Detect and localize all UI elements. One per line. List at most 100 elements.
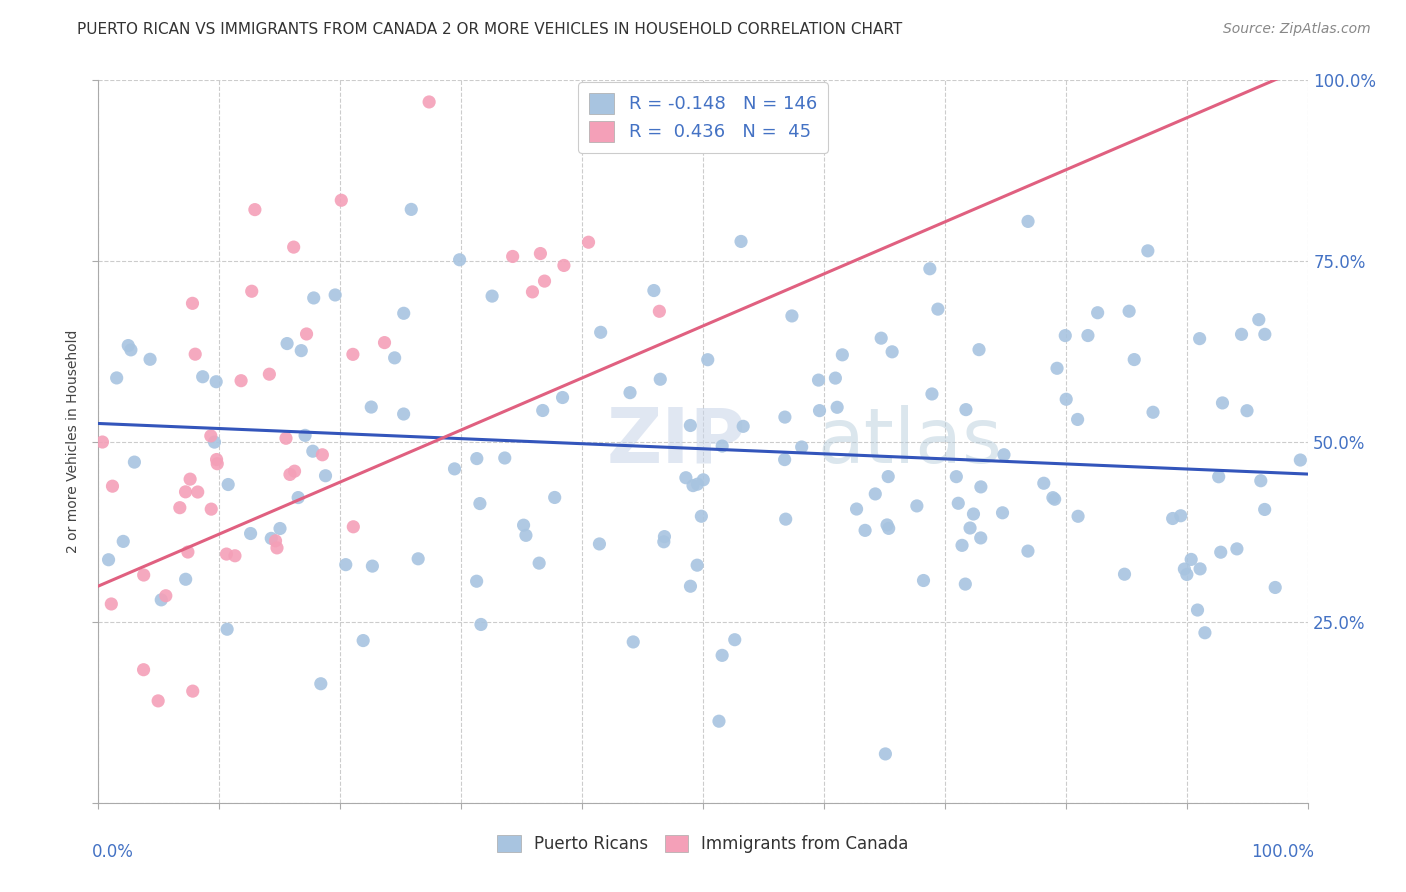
Point — [169, 500, 191, 515]
Y-axis label: 2 or more Vehicles in Household: 2 or more Vehicles in Household — [66, 330, 80, 553]
Point — [217, 622, 239, 636]
Point — [1264, 581, 1286, 595]
Point — [311, 448, 333, 462]
Point — [1017, 214, 1039, 228]
Point — [278, 467, 301, 482]
Text: 100.0%: 100.0% — [1250, 843, 1313, 861]
Point — [91, 435, 114, 450]
Point — [101, 479, 124, 493]
Point — [418, 95, 440, 109]
Point — [1187, 603, 1209, 617]
Point — [120, 343, 142, 357]
Point — [807, 373, 830, 387]
Point — [1161, 511, 1184, 525]
Legend: Puerto Ricans, Immigrants from Canada: Puerto Ricans, Immigrants from Canada — [491, 828, 915, 860]
Point — [825, 401, 848, 415]
Point — [621, 635, 644, 649]
Point — [468, 497, 491, 511]
Point — [905, 499, 928, 513]
Point — [494, 450, 516, 465]
Point — [808, 403, 831, 417]
Point — [132, 568, 155, 582]
Point — [373, 335, 395, 350]
Point — [831, 348, 853, 362]
Point — [155, 589, 177, 603]
Point — [589, 326, 612, 340]
Point — [686, 477, 709, 491]
Point — [950, 538, 973, 552]
Point — [654, 530, 676, 544]
Point — [335, 558, 357, 572]
Point — [276, 336, 298, 351]
Point — [711, 648, 734, 663]
Point — [1118, 304, 1140, 318]
Point — [918, 261, 941, 276]
Point — [139, 352, 162, 367]
Point — [845, 502, 868, 516]
Point — [174, 572, 197, 586]
Point — [224, 549, 246, 563]
Point — [1077, 328, 1099, 343]
Point — [1054, 328, 1077, 343]
Point — [921, 387, 943, 401]
Point — [527, 556, 550, 570]
Point — [287, 491, 309, 505]
Point — [970, 531, 993, 545]
Text: atlas: atlas — [818, 405, 1002, 478]
Point — [342, 347, 364, 361]
Point — [875, 747, 897, 761]
Point — [229, 374, 252, 388]
Point — [650, 372, 672, 386]
Point — [707, 714, 730, 729]
Point — [553, 259, 575, 273]
Point — [912, 574, 935, 588]
Text: PUERTO RICAN VS IMMIGRANTS FROM CANADA 2 OR MORE VEHICLES IN HOUSEHOLD CORRELATI: PUERTO RICAN VS IMMIGRANTS FROM CANADA 2… — [77, 22, 903, 37]
Point — [205, 375, 228, 389]
Point — [853, 524, 876, 538]
Point — [962, 507, 984, 521]
Point — [302, 291, 325, 305]
Point — [959, 521, 981, 535]
Point — [1289, 453, 1312, 467]
Point — [775, 512, 797, 526]
Point — [352, 633, 374, 648]
Point — [207, 457, 229, 471]
Point — [619, 385, 641, 400]
Point — [876, 517, 898, 532]
Point — [323, 288, 346, 302]
Point — [927, 302, 949, 317]
Text: Source: ZipAtlas.com: Source: ZipAtlas.com — [1223, 22, 1371, 37]
Point — [295, 326, 318, 341]
Point — [648, 304, 671, 318]
Point — [682, 478, 704, 492]
Point — [1170, 508, 1192, 523]
Point — [294, 428, 316, 442]
Point — [187, 485, 209, 500]
Point — [146, 694, 169, 708]
Point — [97, 553, 120, 567]
Point — [692, 473, 714, 487]
Point — [179, 472, 201, 486]
Point — [824, 371, 846, 385]
Point — [205, 452, 228, 467]
Point — [150, 592, 173, 607]
Point — [217, 477, 239, 491]
Point — [531, 403, 554, 417]
Point — [877, 469, 900, 483]
Point — [1042, 491, 1064, 505]
Point — [1230, 327, 1253, 342]
Point — [200, 502, 222, 516]
Point — [1180, 552, 1202, 566]
Point — [315, 468, 337, 483]
Point — [200, 429, 222, 443]
Point — [967, 343, 990, 357]
Point — [465, 451, 488, 466]
Point — [1209, 545, 1232, 559]
Point — [406, 551, 429, 566]
Point — [1043, 492, 1066, 507]
Point — [1017, 544, 1039, 558]
Point — [243, 202, 266, 217]
Point — [1194, 625, 1216, 640]
Point — [522, 285, 544, 299]
Point — [117, 338, 139, 352]
